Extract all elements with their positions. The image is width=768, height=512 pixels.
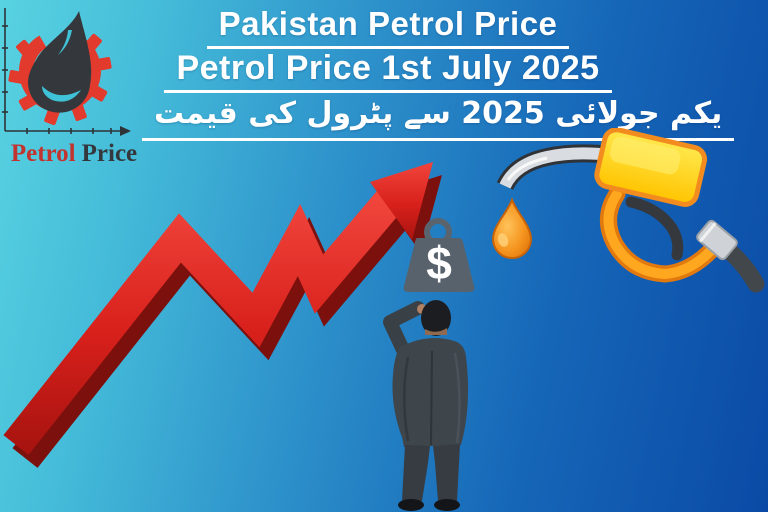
nozzle-connector	[696, 219, 738, 261]
logo-axis-lines	[2, 8, 121, 134]
man-raised-arm	[383, 301, 425, 359]
nozzle-body	[594, 128, 707, 207]
nozzle-trigger	[625, 196, 684, 261]
man-right-leg	[433, 444, 460, 501]
arrow-body	[3, 162, 433, 455]
man-jacket	[392, 338, 469, 447]
gear-drop-logo-icon	[2, 8, 131, 136]
weight-dollar-symbol: $	[426, 237, 452, 289]
man-left-shoe	[398, 499, 424, 511]
logo-word-petrol: Petrol	[10, 140, 76, 167]
man-right-shoe	[434, 499, 460, 511]
title-line-1: Pakistan Petrol Price	[206, 6, 570, 49]
man-neck	[425, 328, 447, 335]
logo-word-price: Price	[81, 140, 138, 167]
rising-arrow-icon	[3, 162, 442, 468]
man-left-leg	[402, 445, 430, 501]
oil-drop-icon	[491, 198, 533, 259]
axis-arrowhead	[120, 126, 131, 136]
logo-wordmark: Petrol Price	[0, 140, 148, 168]
dollar-weight-icon: $	[403, 218, 475, 292]
nozzle-guard	[603, 189, 722, 280]
man-head	[421, 300, 451, 336]
title-block: Pakistan Petrol Price Petrol Price 1st J…	[142, 6, 735, 141]
title-line-urdu: یکم جولائی 2025 سے پٹرول کی قیمت	[142, 97, 735, 141]
oil-drop-logo	[28, 11, 92, 113]
fuel-nozzle-icon	[496, 128, 765, 293]
title-line-2: Petrol Price 1st July 2025	[164, 49, 612, 94]
weight-body	[403, 238, 475, 292]
confused-man-figure	[383, 300, 469, 511]
